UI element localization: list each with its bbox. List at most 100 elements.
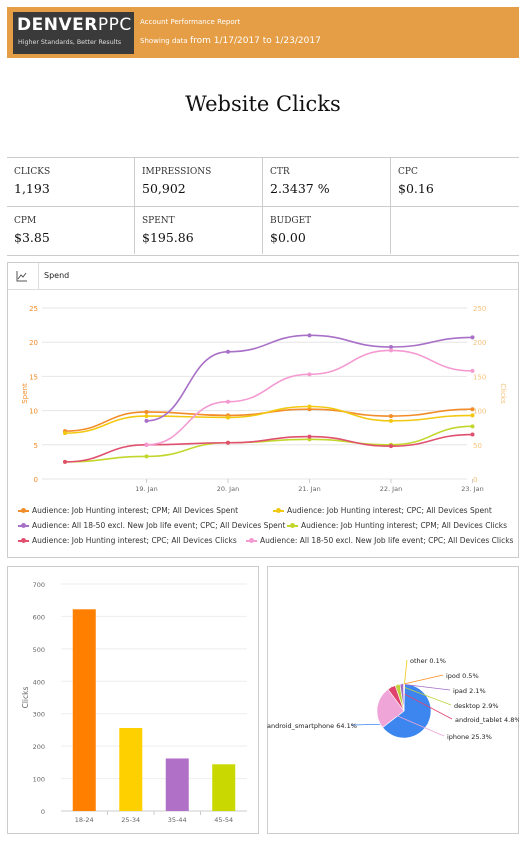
legend-label: Audience: Job Hunting interest; CPM; All…: [301, 521, 507, 530]
series-point-4: [226, 440, 230, 445]
legend-swatch: [287, 523, 298, 528]
x-tick-label: 25-34: [121, 816, 140, 824]
series-point-4: [307, 434, 312, 439]
series-point-0: [307, 407, 312, 412]
series-point-2: [470, 335, 475, 340]
x-tick-label: 22. Jan: [380, 485, 402, 493]
series-point-0: [470, 407, 475, 412]
pie-connector: [403, 674, 444, 685]
legend-item[interactable]: Audience: Job Hunting interest; CPC; All…: [273, 506, 492, 515]
metric-label: CPC: [398, 167, 418, 177]
metric-value: $3.85: [14, 230, 50, 245]
y-tick-left: 5: [34, 442, 38, 450]
series-point-1: [144, 414, 149, 419]
metric-ctr: CTR 2.3437 %: [263, 158, 391, 206]
metric-label: CTR: [270, 167, 290, 177]
metrics-grid: CLICKS 1,193 IMPRESSIONS 50,902 CTR 2.34…: [7, 157, 519, 256]
x-tick-label: 19. Jan: [135, 485, 157, 493]
legend-item[interactable]: Audience: Job Hunting interest; CPM; All…: [287, 521, 507, 530]
legend-item[interactable]: Audience: Job Hunting interest; CPM; All…: [18, 506, 238, 515]
pie-connector: [377, 706, 445, 737]
pie-connector: [404, 659, 408, 685]
metric-label: CLICKS: [14, 167, 51, 177]
metric-cpm: CPM $3.85: [7, 206, 135, 254]
spend-line-chart: 0 0 5 50 10 100 15 150 20 200 25 250 19. Jan 20. Jan 2…: [21, 305, 507, 493]
metric-clicks: CLICKS 1,193: [7, 158, 135, 206]
x-tick-label: 18-24: [75, 816, 94, 824]
y-tick-left: 10: [29, 408, 38, 416]
y-tick-left: 0: [34, 476, 38, 484]
bar-35-44: [165, 758, 189, 811]
y-tick-label: 100: [33, 776, 45, 784]
page-title: Website Clicks: [185, 92, 341, 116]
pie-label: ipod 0.5%: [446, 672, 479, 680]
report-date-range: Showing data from 1/17/2017 to 1/23/2017: [140, 36, 321, 46]
y-tick-label: 200: [33, 743, 45, 751]
legend-item[interactable]: Audience: All 18-50 excl. New Job life e…: [246, 536, 513, 545]
panel-title: Spend: [44, 271, 70, 280]
metric-label: BUDGET: [270, 216, 312, 226]
pie-label: iphone 25.3%: [447, 733, 492, 741]
series-point-1: [470, 413, 475, 418]
y-tick-left: 20: [29, 339, 38, 347]
series-point-4: [389, 444, 393, 449]
logo-tagline: Higher Standards, Better Results: [18, 39, 122, 46]
legend-label: Audience: Job Hunting interest; CPC; All…: [287, 506, 492, 515]
y-tick-label: 300: [33, 711, 45, 719]
series-point-5: [144, 442, 149, 447]
x-tick-label: 35-44: [168, 816, 187, 824]
report-title: Account Performance Report: [140, 18, 241, 26]
x-tick-label: 20. Jan: [217, 485, 239, 493]
metric-value: 1,193: [14, 181, 50, 196]
metric-label: SPENT: [142, 216, 175, 226]
pie-label: ipad 2.1%: [453, 687, 486, 695]
line-chart-icon[interactable]: [16, 270, 28, 282]
dates-range: from 1/17/2017 to 1/23/2017: [189, 36, 321, 46]
y-tick-right: 50: [473, 442, 482, 450]
pie-label: desktop 2.9%: [454, 702, 499, 710]
series-point-5: [470, 368, 475, 373]
series-point-2: [226, 349, 230, 354]
series-point-0: [389, 414, 393, 419]
series-point-0: [144, 409, 149, 414]
series-point-5: [389, 348, 393, 353]
series-point-5: [226, 399, 230, 404]
series-point-2: [389, 344, 393, 349]
legend-label: Audience: Job Hunting interest; CPC; All…: [32, 536, 237, 545]
y-tick-left: 15: [29, 373, 38, 381]
metric-label: IMPRESSIONS: [142, 167, 212, 177]
logo-main-text: DENVER: [17, 15, 98, 35]
y-tick-right: 0: [473, 476, 477, 484]
pie-connector: [401, 683, 451, 691]
legend-swatch: [273, 508, 284, 513]
series-point-4: [470, 432, 475, 437]
y-tick-label: 600: [33, 613, 45, 621]
legend-swatch: [246, 538, 257, 543]
metric-spent: SPENT $195.86: [135, 206, 263, 254]
metric-value: $0.00: [270, 230, 306, 245]
device-pie-chart: android_smartphone 64.1% iphone 25.3% andr…: [267, 657, 519, 741]
series-line-5: [146, 349, 473, 446]
legend-item[interactable]: Audience: All 18-50 excl. New Job life e…: [18, 521, 286, 530]
y-tick-label: 700: [33, 581, 45, 589]
bar-45-54: [212, 764, 236, 811]
y-tick-right: 200: [473, 339, 486, 347]
series-point-3: [470, 424, 475, 429]
series-point-1: [63, 431, 67, 436]
pie-slice-1: [376, 688, 405, 728]
series-point-2: [144, 418, 149, 423]
legend-swatch: [18, 538, 29, 543]
y-tick-label: 400: [33, 678, 45, 686]
metric-value: 2.3437 %: [270, 181, 330, 196]
panel-header: Spend: [8, 263, 518, 290]
series-point-1: [389, 418, 393, 423]
y-tick-left: 25: [29, 305, 38, 313]
pie-label: other 0.1%: [410, 657, 446, 665]
pie-connector: [397, 684, 452, 706]
legend-item[interactable]: Audience: Job Hunting interest; CPC; All…: [18, 536, 237, 545]
series-line-3: [64, 425, 473, 463]
y-axis-label: Clicks: [21, 687, 30, 709]
bar-25-34: [119, 727, 143, 811]
legend-label: Audience: All 18-50 excl. New Job life e…: [260, 536, 514, 545]
legend-label: Audience: All 18-50 excl. New Job life e…: [32, 521, 286, 530]
